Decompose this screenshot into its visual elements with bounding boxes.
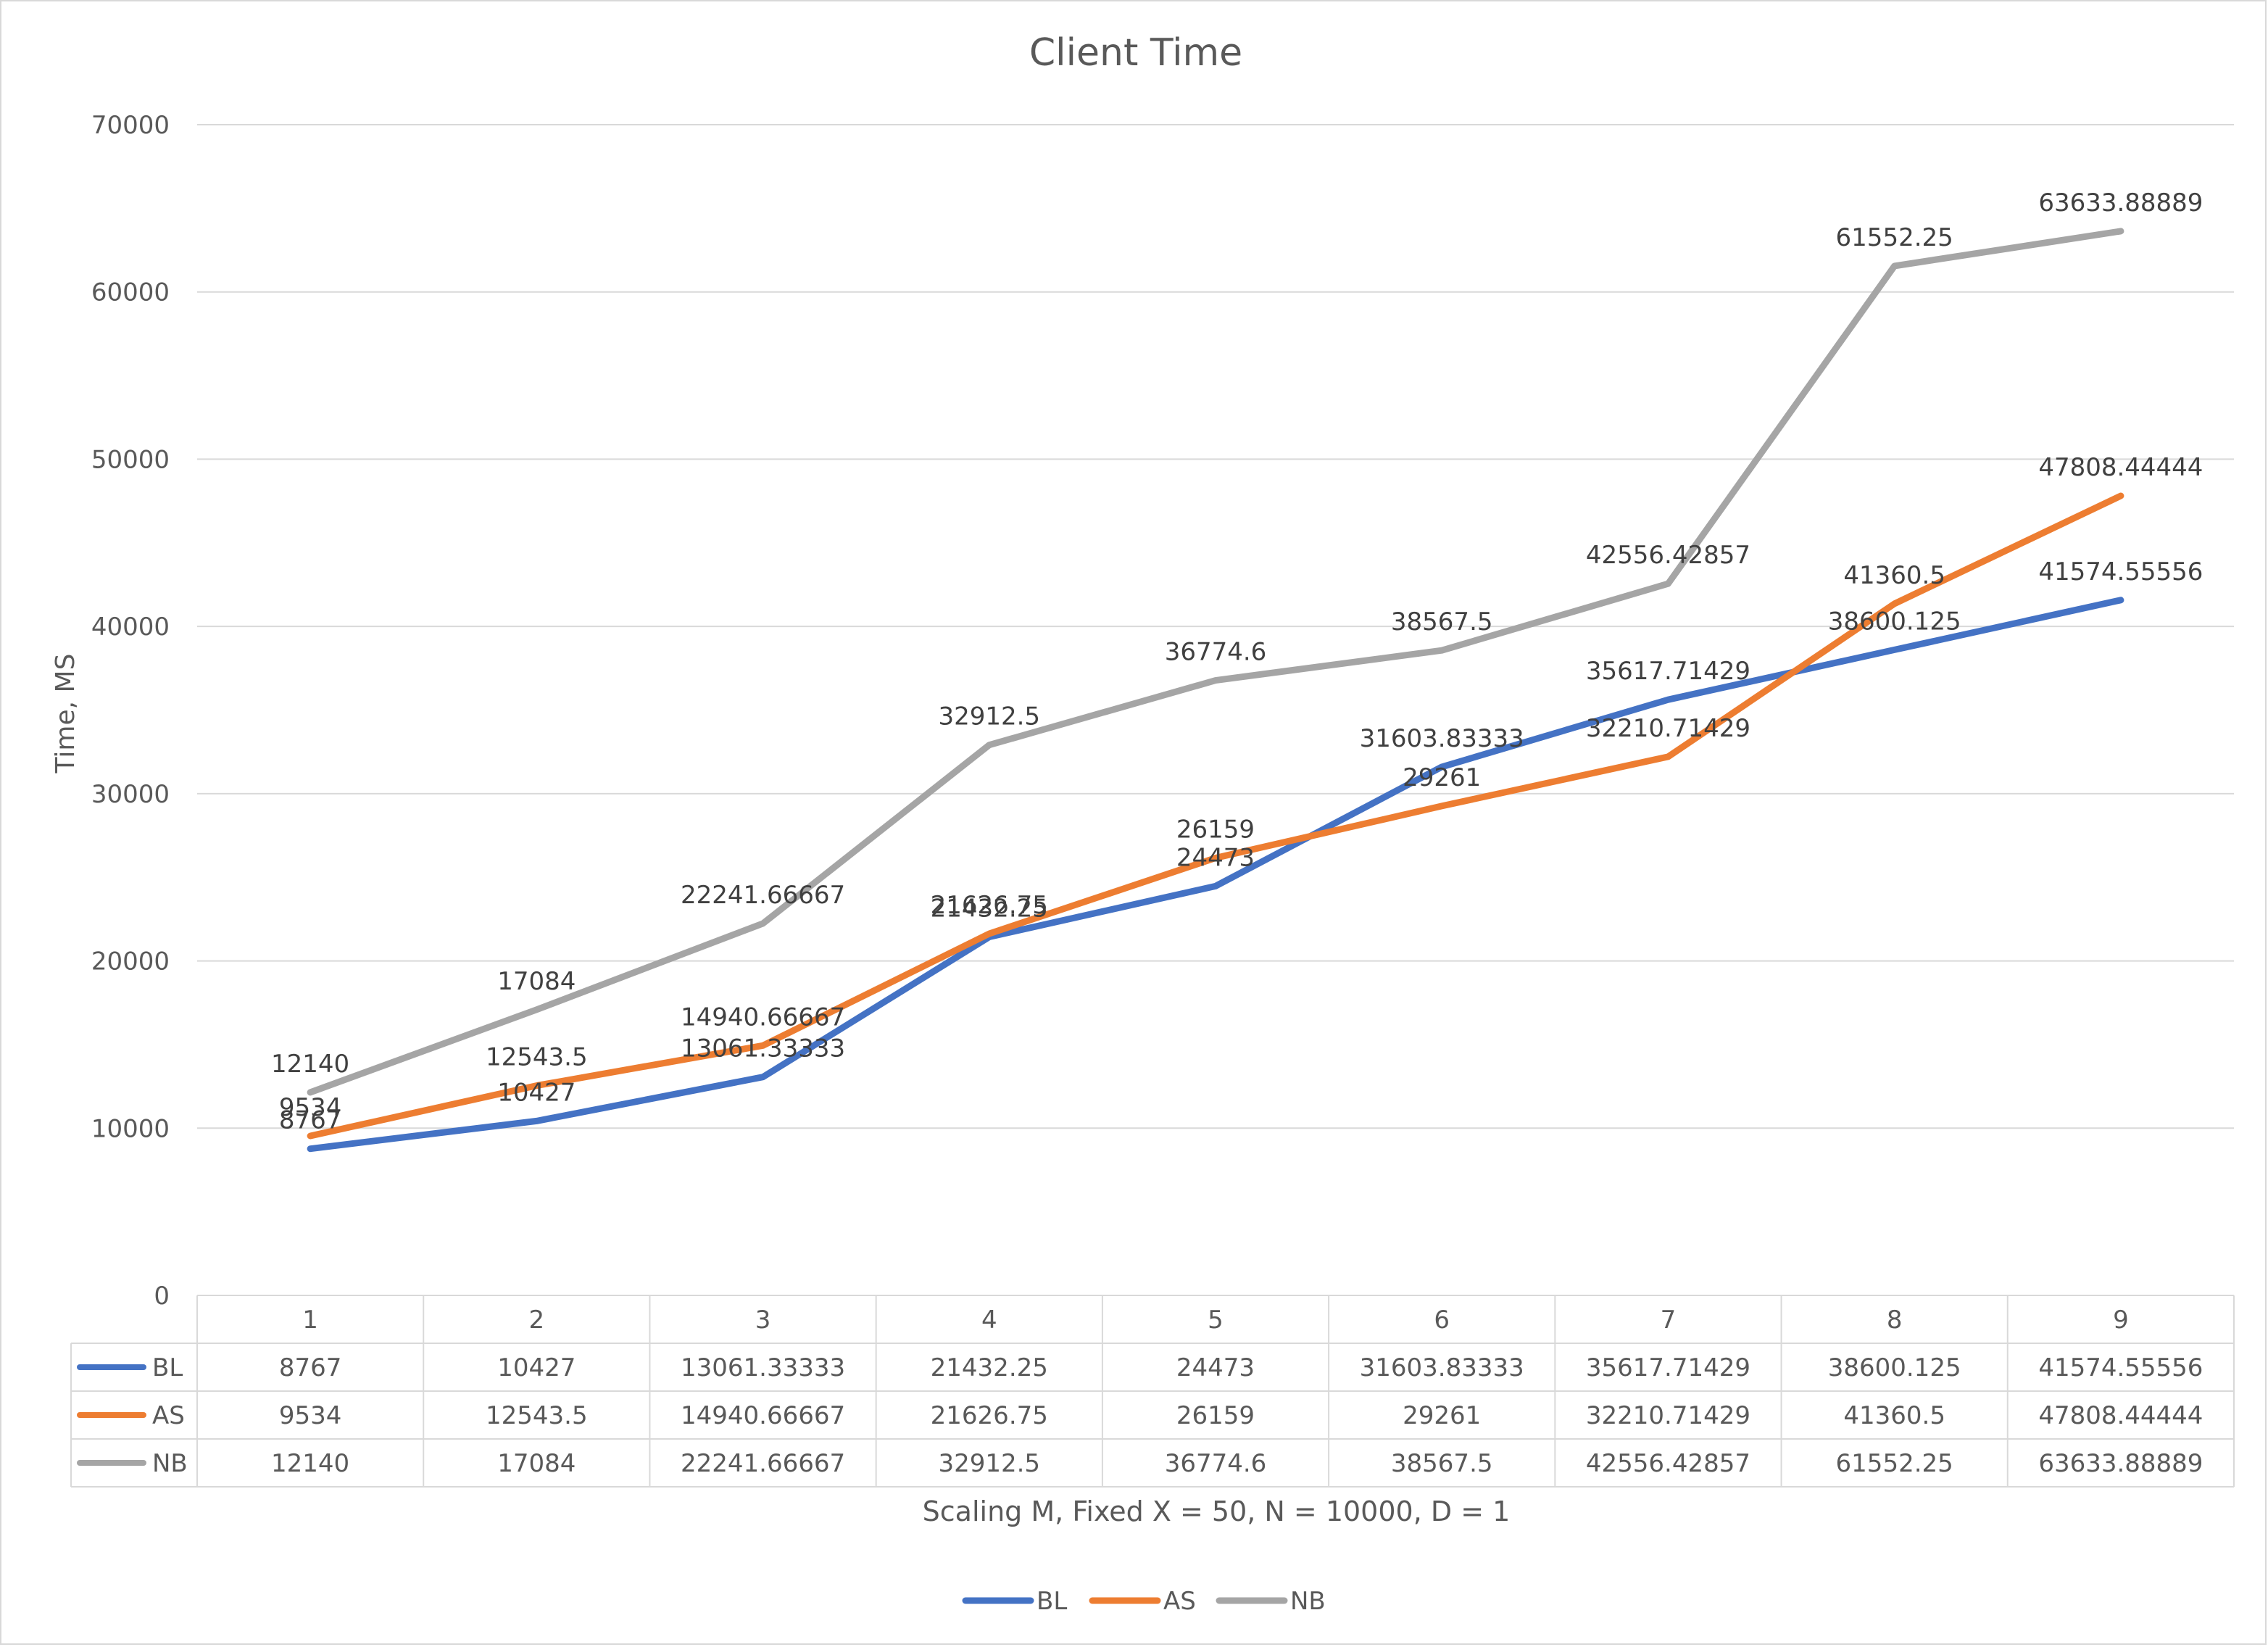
legend-label-nb: NB xyxy=(1290,1587,1326,1616)
x-tick-label: 4 xyxy=(981,1306,997,1335)
table-cell: 24473 xyxy=(1176,1353,1255,1382)
y-axis-label: Time, MS xyxy=(51,654,80,774)
table-series-name: NB xyxy=(152,1449,188,1478)
data-label-bl: 24473 xyxy=(1176,843,1255,872)
y-tick-label: 30000 xyxy=(91,780,170,809)
table-cell: 13061.33333 xyxy=(681,1353,845,1382)
legend: BL AS NB xyxy=(962,1587,1326,1616)
data-labels: 8767 10427 13061.33333 21432.25 24473 31603.8… xyxy=(271,188,2203,1135)
data-label-bl: 41574.55556 xyxy=(2038,557,2203,586)
data-label-nb: 12140 xyxy=(271,1050,349,1079)
data-label-bl: 8767 xyxy=(279,1106,342,1135)
table-cell: 10427 xyxy=(497,1353,576,1382)
table-cell: 22241.66667 xyxy=(681,1449,845,1478)
y-tick-label: 60000 xyxy=(91,278,170,307)
legend-label-as: AS xyxy=(1163,1587,1196,1616)
data-label-bl: 31603.83333 xyxy=(1360,724,1524,753)
data-label-nb: 32912.5 xyxy=(938,702,1040,731)
table-cell: 38600.125 xyxy=(1828,1353,1961,1382)
x-tick-label: 5 xyxy=(1208,1306,1224,1335)
x-tick-label: 2 xyxy=(529,1306,545,1335)
data-label-as: 21626.75 xyxy=(931,891,1048,920)
table-cell: 32912.5 xyxy=(938,1449,1040,1478)
series-line-bl xyxy=(307,597,2124,1153)
data-label-bl: 21432.25 xyxy=(931,895,1048,924)
table-series-name: AS xyxy=(152,1401,185,1430)
series-lines xyxy=(307,228,2124,1153)
table-cell: 31603.83333 xyxy=(1360,1353,1524,1382)
table-cell: 21626.75 xyxy=(931,1401,1048,1430)
table-cell: 42556.42857 xyxy=(1586,1449,1750,1478)
data-table: 1 2 3 4 5 6 7 8 9 BL 8767 10427 13061.33333 21432.25 2… xyxy=(70,1295,2235,1488)
y-tick-labels: 0 10000 20000 30000 40000 50000 60000 70000 xyxy=(91,111,170,1311)
table-cell: 26159 xyxy=(1176,1401,1255,1430)
y-tick-label: 0 xyxy=(154,1282,170,1311)
data-label-as: 14940.66667 xyxy=(681,1003,845,1032)
data-label-bl: 13061.33333 xyxy=(681,1034,845,1063)
data-label-nb: 61552.25 xyxy=(1836,223,1953,252)
data-label-nb: 36774.6 xyxy=(1165,638,1267,667)
data-label-nb: 63633.88889 xyxy=(2038,188,2203,217)
x-axis-label: Scaling M, Fixed X = 50, N = 10000, D = … xyxy=(923,1495,1511,1527)
data-label-as: 12543.5 xyxy=(486,1043,588,1072)
x-tick-label: 3 xyxy=(755,1306,771,1335)
x-tick-label: 6 xyxy=(1434,1306,1450,1335)
table-cell: 63633.88889 xyxy=(2038,1449,2203,1478)
table-cell: 41574.55556 xyxy=(2038,1353,2203,1382)
data-label-bl: 38600.125 xyxy=(1828,607,1961,636)
data-label-nb: 38567.5 xyxy=(1391,607,1493,636)
data-label-as: 47808.44444 xyxy=(2038,453,2203,482)
data-label-bl: 35617.71429 xyxy=(1586,657,1750,686)
table-cell: 12543.5 xyxy=(486,1401,588,1430)
y-tick-label: 50000 xyxy=(91,445,170,474)
table-cell: 12140 xyxy=(271,1449,349,1478)
series-line-as xyxy=(307,492,2124,1140)
data-label-nb: 17084 xyxy=(497,967,576,996)
table-cell: 47808.44444 xyxy=(2038,1401,2203,1430)
y-tick-label: 40000 xyxy=(91,613,170,642)
y-tick-label: 20000 xyxy=(91,947,170,976)
table-cell: 61552.25 xyxy=(1836,1449,1953,1478)
table-cell: 14940.66667 xyxy=(681,1401,845,1430)
data-label-as: 29261 xyxy=(1403,763,1481,792)
x-tick-label: 8 xyxy=(1887,1306,1903,1335)
table-cell: 21432.25 xyxy=(931,1353,1048,1382)
x-tick-label: 1 xyxy=(302,1306,318,1335)
data-label-as: 26159 xyxy=(1176,815,1255,844)
table-cell: 36774.6 xyxy=(1165,1449,1267,1478)
table-series-name: BL xyxy=(152,1353,183,1382)
legend-label-bl: BL xyxy=(1037,1587,1067,1616)
table-cell: 38567.5 xyxy=(1391,1449,1493,1478)
table-cell: 17084 xyxy=(497,1449,576,1478)
table-cell: 35617.71429 xyxy=(1586,1353,1750,1382)
table-cell: 9534 xyxy=(279,1401,342,1430)
x-tick-label: 9 xyxy=(2113,1306,2129,1335)
data-label-bl: 10427 xyxy=(497,1078,576,1107)
chart-title: Client Time xyxy=(1029,31,1242,75)
series-line-nb xyxy=(307,228,2124,1096)
data-label-nb: 22241.66667 xyxy=(681,881,845,910)
y-tick-label: 10000 xyxy=(91,1114,170,1143)
y-tick-label: 70000 xyxy=(91,111,170,140)
data-label-as: 32210.71429 xyxy=(1586,714,1750,743)
data-label-nb: 42556.42857 xyxy=(1586,541,1750,570)
table-cell: 41360.5 xyxy=(1843,1401,1945,1430)
table-cell: 32210.71429 xyxy=(1586,1401,1750,1430)
data-label-as: 9534 xyxy=(279,1093,342,1122)
table-cell: 8767 xyxy=(279,1353,342,1382)
data-label-as: 41360.5 xyxy=(1843,561,1945,590)
table-cell: 29261 xyxy=(1403,1401,1481,1430)
x-tick-label: 7 xyxy=(1661,1306,1677,1335)
gridlines xyxy=(197,124,2234,1129)
